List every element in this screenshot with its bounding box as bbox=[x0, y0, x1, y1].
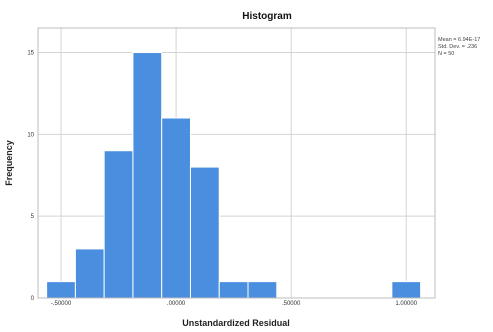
plot-area bbox=[37, 27, 436, 299]
histogram-bar-1 bbox=[74, 248, 105, 299]
y-tick-label: 0 bbox=[31, 296, 35, 302]
stats-mean: Mean = 6.94E-17 bbox=[438, 37, 480, 43]
x-tick-label: .00000 bbox=[167, 301, 186, 307]
histogram-bar-6 bbox=[218, 281, 249, 299]
histogram-bar-2 bbox=[103, 150, 134, 299]
stats-std-dev: Std. Dev. = .236 bbox=[438, 44, 477, 50]
x-tick-label: 1.00000 bbox=[395, 301, 417, 307]
chart-title: Histogram bbox=[242, 11, 292, 22]
histogram-bar-8 bbox=[391, 281, 422, 299]
histogram-bar-4 bbox=[161, 117, 191, 299]
histogram-bar-3 bbox=[132, 52, 163, 299]
stats-n: N = 50 bbox=[438, 51, 454, 57]
y-axis-ticks: 0 5 10 15 bbox=[27, 51, 34, 302]
histogram-bar-7 bbox=[247, 281, 278, 299]
histogram-bar-0 bbox=[46, 281, 76, 299]
y-tick-label: 10 bbox=[27, 132, 34, 138]
histogram-bars bbox=[46, 52, 422, 299]
histogram-bar-5 bbox=[189, 166, 220, 299]
y-axis-label: Frequency bbox=[4, 140, 14, 186]
y-tick-label: 5 bbox=[31, 214, 35, 220]
x-tick-label: -.50000 bbox=[51, 301, 72, 307]
stats-box: Mean = 6.94E-17 Std. Dev. = .236 N = 50 bbox=[438, 37, 480, 57]
x-axis-label: Unstandardized Residual bbox=[182, 318, 290, 328]
y-tick-label: 15 bbox=[27, 51, 34, 57]
x-axis-ticks: -.50000 .00000 .50000 1.00000 bbox=[51, 301, 418, 307]
x-tick-label: .50000 bbox=[282, 301, 301, 307]
